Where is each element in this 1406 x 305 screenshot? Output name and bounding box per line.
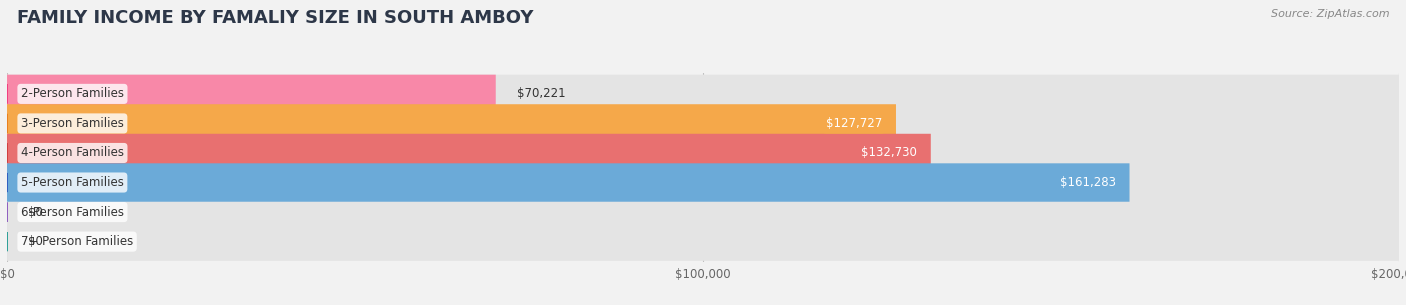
Text: $70,221: $70,221 [516, 88, 565, 100]
FancyBboxPatch shape [7, 163, 1399, 202]
FancyBboxPatch shape [7, 222, 1399, 261]
Text: 5-Person Families: 5-Person Families [21, 176, 124, 189]
Text: Source: ZipAtlas.com: Source: ZipAtlas.com [1271, 9, 1389, 19]
Text: 6-Person Families: 6-Person Families [21, 206, 124, 219]
Text: $161,283: $161,283 [1060, 176, 1115, 189]
Text: $0: $0 [28, 206, 42, 219]
FancyBboxPatch shape [7, 193, 1399, 231]
Text: FAMILY INCOME BY FAMALIY SIZE IN SOUTH AMBOY: FAMILY INCOME BY FAMALIY SIZE IN SOUTH A… [17, 9, 533, 27]
Text: $132,730: $132,730 [860, 146, 917, 160]
Text: 4-Person Families: 4-Person Families [21, 146, 124, 160]
Text: 2-Person Families: 2-Person Families [21, 88, 124, 100]
Text: $127,727: $127,727 [825, 117, 882, 130]
FancyBboxPatch shape [7, 134, 1399, 172]
Text: 7+ Person Families: 7+ Person Families [21, 235, 134, 248]
FancyBboxPatch shape [7, 163, 1129, 202]
FancyBboxPatch shape [7, 134, 931, 172]
FancyBboxPatch shape [7, 75, 496, 113]
FancyBboxPatch shape [7, 75, 1399, 113]
FancyBboxPatch shape [7, 104, 1399, 143]
Text: 3-Person Families: 3-Person Families [21, 117, 124, 130]
Text: $0: $0 [28, 235, 42, 248]
FancyBboxPatch shape [7, 104, 896, 143]
